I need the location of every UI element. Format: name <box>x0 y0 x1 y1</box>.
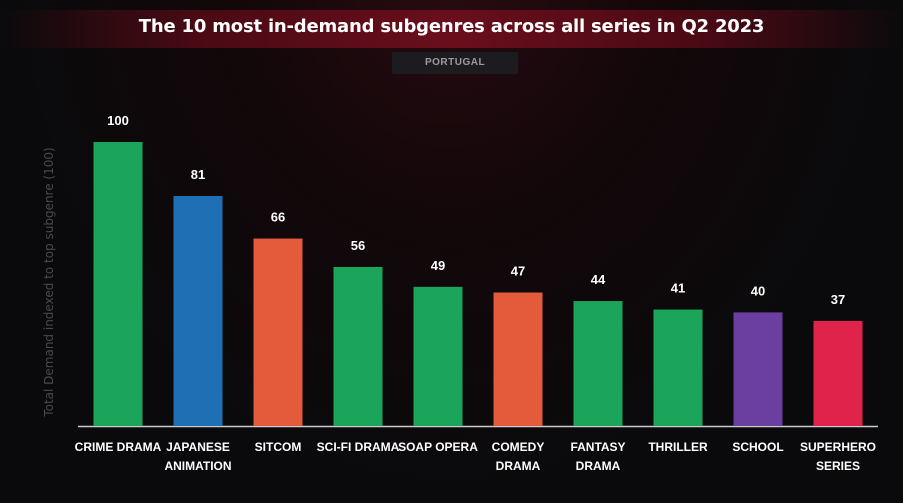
bar-school <box>733 312 783 426</box>
bar-soap-opera <box>413 286 463 426</box>
bar-fantasy-drama <box>573 301 623 426</box>
category-label: SUPERHERO SERIES <box>800 440 876 473</box>
category-label: FANTASY DRAMA <box>570 440 625 473</box>
title-band <box>0 10 903 48</box>
category-label: CRIME DRAMA <box>75 440 162 454</box>
category-label: COMEDY DRAMA <box>492 440 545 473</box>
bar-value-label: 81 <box>191 167 205 182</box>
bar-value-label: 100 <box>107 113 129 128</box>
category-label: SCHOOL <box>732 440 783 454</box>
category-label: SOAP OPERA <box>398 440 478 454</box>
category-label: SITCOM <box>255 440 302 454</box>
bar-value-label: 47 <box>511 264 525 279</box>
bar-value-label: 66 <box>271 210 285 225</box>
bar-crime-drama <box>93 142 143 426</box>
bar-value-label: 56 <box>351 238 365 253</box>
category-label: JAPANESE ANIMATION <box>164 440 231 473</box>
bar-japanese-animation <box>173 195 223 426</box>
bar-sitcom <box>253 238 303 426</box>
bar-value-label: 49 <box>431 258 445 273</box>
bar-value-label: 37 <box>831 292 845 307</box>
bar-comedy-drama <box>493 292 543 426</box>
bar-thriller <box>653 309 703 426</box>
bar-value-label: 41 <box>671 281 685 296</box>
category-label: SCI-FI DRAMA <box>317 440 400 454</box>
bar-value-label: 44 <box>591 272 606 287</box>
chart-title: The 10 most in-demand subgenres across a… <box>138 16 765 37</box>
region-label: PORTUGAL <box>392 52 518 74</box>
category-label: THRILLER <box>648 440 708 454</box>
bar-sci-fi-drama <box>333 266 383 426</box>
bar-value-label: 40 <box>751 283 765 298</box>
bar-superhero-series <box>813 320 863 426</box>
